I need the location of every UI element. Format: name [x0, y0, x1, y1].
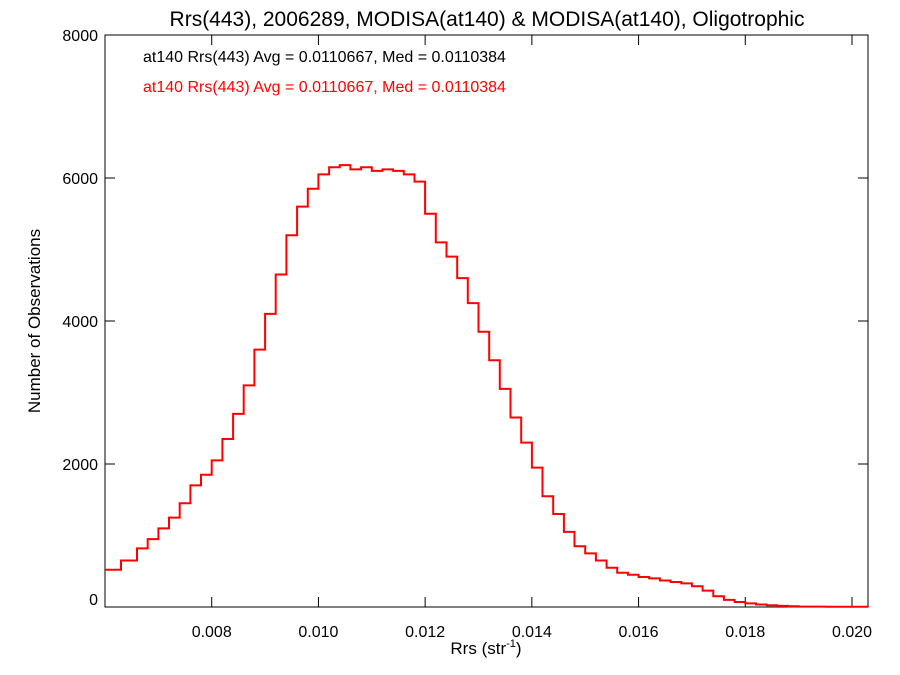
y-tick-label: 0: [89, 592, 98, 609]
plot-frame: [104, 34, 869, 608]
legend-entry-black: at140 Rrs(443) Avg = 0.0110667, Med = 0.…: [143, 49, 506, 66]
chart-title: Rrs(443), 2006289, MODISA(at140) & MODIS…: [170, 8, 805, 31]
y-tick-label: 6000: [62, 171, 98, 188]
legend-entry-red: at140 Rrs(443) Avg = 0.0110667, Med = 0.…: [143, 79, 506, 96]
x-axis: 0.008 0.010 0.012 0.014 0.016 0.018 0.020: [192, 35, 872, 641]
x-tick-label: 0.018: [725, 624, 765, 641]
y-tick-label: 2000: [62, 457, 98, 474]
x-tick-label: 0.010: [298, 624, 338, 641]
x-tick-label: 0.020: [832, 624, 872, 641]
x-tick-label: 0.014: [512, 624, 552, 641]
x-tick-label: 0.016: [619, 624, 659, 641]
y-tick-label: 8000: [62, 28, 98, 45]
x-axis-label: Rrs (str-1): [450, 638, 521, 658]
x-tick-label: 0.012: [405, 624, 445, 641]
y-axis-label: Number of Observations: [25, 229, 44, 413]
y-axis: 0 2000 4000 6000 8000: [62, 28, 868, 609]
series-line-step: [105, 164, 869, 608]
y-tick-label: 4000: [62, 314, 98, 331]
x-tick-label: 0.008: [192, 624, 232, 641]
